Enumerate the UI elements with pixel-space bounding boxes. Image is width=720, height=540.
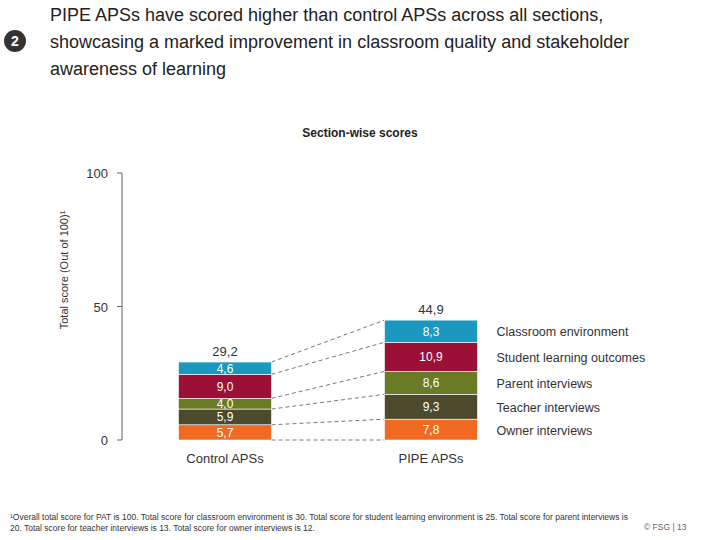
bar-segment [385, 342, 478, 371]
y-label: Total score (Out of 100)¹ [58, 210, 70, 329]
connector [272, 320, 385, 362]
badge: 2 [4, 30, 26, 52]
y-tick-label: 100 [86, 166, 108, 181]
connectors [272, 320, 385, 440]
data-label: 4,0 [217, 397, 234, 411]
data-label: 5,7 [217, 426, 234, 440]
page-number: © FSG | 13 [644, 522, 686, 532]
legend-entry: Classroom environment [497, 325, 630, 339]
labels: 5,7 5,94,0 9,0 4,6 29,2 Control APSs 7,8 Owner … [186, 302, 645, 466]
data-label: 8,3 [423, 325, 440, 339]
legend-entry: Owner interviews [497, 424, 593, 438]
x-tick-label: PIPE APSs [398, 451, 464, 466]
bar-segment [179, 374, 272, 398]
data-label: 5,9 [217, 410, 234, 424]
bar-segment [179, 425, 272, 440]
title: PIPE APSs have scored higher than contro… [50, 2, 690, 83]
data-label: 7,8 [423, 423, 440, 437]
x-tick-label: Control APSs [186, 451, 264, 466]
y-tick-label: 0 [101, 433, 108, 448]
connector [272, 342, 385, 374]
total-label: 29,2 [212, 344, 237, 359]
data-label: 4,6 [217, 362, 234, 376]
legend-entry: Teacher interviews [497, 401, 601, 415]
connector [272, 371, 385, 398]
data-label: 10,9 [419, 350, 443, 364]
data-label: 9,0 [217, 380, 234, 394]
bars [179, 320, 478, 440]
bar-segment [385, 320, 478, 342]
connector [272, 394, 385, 409]
connector [272, 440, 385, 441]
chart: Section-wise scores Total score (Out of 1… [0, 0, 720, 540]
data-label: 9,3 [423, 400, 440, 414]
bar-segment [385, 371, 478, 394]
bar-segment [385, 394, 478, 419]
y-tick [117, 173, 122, 174]
y-tick-label: 50 [94, 300, 108, 315]
total-label: 44,9 [418, 302, 443, 317]
footnote: ¹Overall total score for PAT is 100. Tot… [10, 512, 630, 534]
data-label: 8,6 [423, 376, 440, 390]
bar-segment [179, 409, 272, 425]
legend-entry: Student learning outcomes [497, 351, 646, 365]
connector [272, 419, 385, 425]
legend-entry: Parent interviews [497, 377, 593, 391]
bar-segment [385, 419, 478, 440]
y-tick [117, 440, 122, 441]
y-tick [117, 306, 122, 307]
subtitle: Section-wise scores [302, 126, 418, 140]
